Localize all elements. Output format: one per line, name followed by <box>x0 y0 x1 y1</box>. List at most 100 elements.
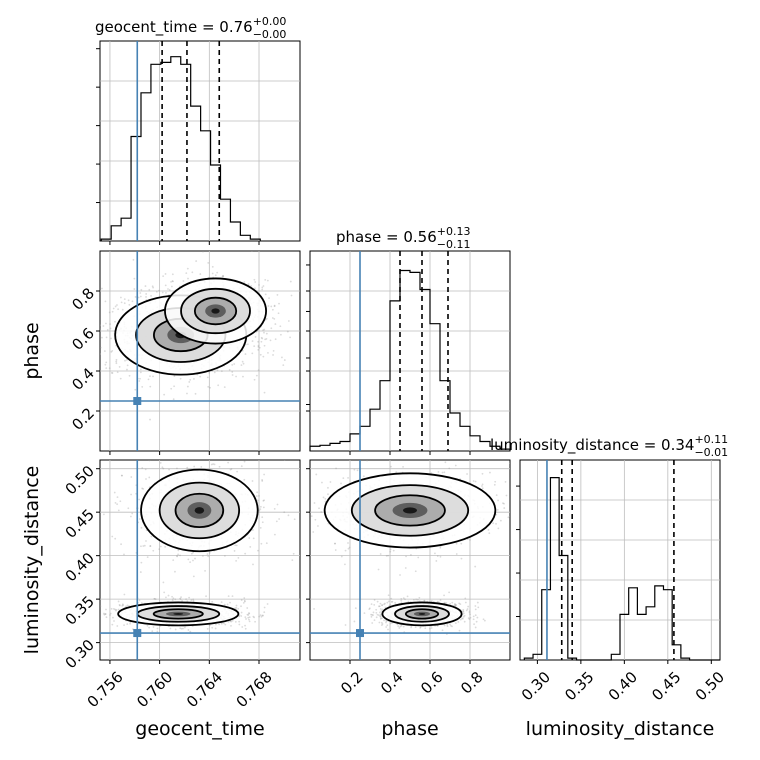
scatter-point <box>262 329 264 332</box>
scatter-point <box>495 522 497 525</box>
scatter-point <box>509 515 510 518</box>
hist-phase-frame <box>309 250 511 452</box>
scatter-point <box>449 623 451 626</box>
scatter-point <box>261 521 264 524</box>
scatter-point <box>379 602 382 605</box>
scatter-point <box>220 601 223 604</box>
scatter-point <box>322 496 325 499</box>
xtick-label-geocent_time-3: 0.768 <box>233 668 276 711</box>
scatter-point <box>176 554 178 557</box>
scatter-point <box>290 294 293 297</box>
scatter-point <box>206 627 209 630</box>
scatter-point <box>252 563 254 566</box>
scatter-point <box>263 331 265 334</box>
scatter-point <box>116 503 119 506</box>
scatter-point <box>119 500 122 503</box>
scatter-point <box>446 623 449 626</box>
scatter-point <box>161 466 164 469</box>
scatter-point <box>334 542 336 545</box>
scatter-point <box>246 343 249 346</box>
scatter-point <box>448 591 451 594</box>
scatter-point <box>410 553 412 556</box>
scatter-point <box>263 344 266 347</box>
scatter-point <box>188 596 191 599</box>
panel-phase-vs-luminosity_distance-content <box>310 455 518 635</box>
scatter-point <box>375 608 378 611</box>
scatter-point <box>497 499 500 502</box>
scatter-point <box>386 455 388 457</box>
scatter-point <box>174 598 177 601</box>
scatter-point <box>129 622 131 625</box>
scatter-point <box>516 530 518 532</box>
scatter-point <box>454 604 457 607</box>
scatter-point <box>259 614 262 617</box>
scatter-point <box>176 555 179 558</box>
scatter-point <box>233 363 236 365</box>
scatter-point <box>499 519 502 522</box>
scatter-point <box>121 474 123 477</box>
scatter-point <box>120 296 122 299</box>
scatter-point <box>164 273 167 275</box>
scatter-point <box>385 620 388 623</box>
scatter-point <box>252 245 254 247</box>
xlabel-phase: phase <box>381 718 438 740</box>
scatter-point <box>416 598 419 601</box>
scatter-point <box>279 333 282 336</box>
scatter-point <box>110 337 112 340</box>
scatter-point <box>179 597 181 600</box>
scatter-point <box>159 462 162 464</box>
scatter-point <box>194 392 197 395</box>
xtick-label-luminosity_distance-4: 0.50 <box>692 668 728 704</box>
scatter-point <box>482 618 485 621</box>
scatter-point <box>140 602 143 604</box>
scatter-point <box>265 332 268 335</box>
scatter-point <box>259 353 262 356</box>
scatter-point <box>269 339 272 342</box>
scatter-point <box>244 624 246 627</box>
scatter-point <box>378 614 380 617</box>
scatter-point <box>97 362 99 364</box>
scatter-point <box>262 506 265 509</box>
scatter-point <box>445 602 448 604</box>
scatter-point <box>105 322 107 325</box>
scatter-point <box>497 527 500 530</box>
scatter-point <box>238 620 241 623</box>
scatter-point <box>371 613 374 616</box>
scatter-point <box>218 623 221 626</box>
scatter-point <box>115 608 118 611</box>
scatter-point <box>321 481 323 484</box>
scatter-point <box>399 625 402 628</box>
scatter-point <box>207 262 210 264</box>
scatter-point <box>233 550 236 552</box>
scatter-point <box>272 354 274 356</box>
scatter-point <box>234 544 237 547</box>
title-sup: +0.00 <box>253 15 287 28</box>
scatter-point <box>174 628 177 631</box>
scatter-point <box>217 384 220 387</box>
scatter-point <box>264 338 267 341</box>
scatter-point <box>139 292 142 294</box>
scatter-point <box>475 620 478 623</box>
scatter-point <box>375 611 378 614</box>
scatter-point <box>145 540 147 542</box>
scatter-point <box>234 607 237 610</box>
xtick-label-luminosity_distance-0: 0.30 <box>518 668 554 704</box>
scatter-point <box>362 475 365 478</box>
scatter-point <box>220 622 223 625</box>
scatter-point <box>230 620 233 623</box>
scatter-point <box>275 520 278 523</box>
scatter-point <box>415 598 418 601</box>
scatter-point <box>263 473 266 476</box>
scatter-point <box>139 571 142 573</box>
scatter-point <box>151 630 154 633</box>
scatter-point <box>380 610 383 612</box>
scatter-point <box>262 355 265 358</box>
xtick-label-geocent_time-1: 0.760 <box>133 668 176 711</box>
scatter-point <box>291 559 294 562</box>
scatter-point <box>265 317 268 320</box>
scatter-point <box>489 471 491 474</box>
scatter-point <box>110 350 113 353</box>
scatter-point <box>247 614 250 616</box>
scatter-point <box>372 611 375 614</box>
scatter-point <box>131 512 134 515</box>
